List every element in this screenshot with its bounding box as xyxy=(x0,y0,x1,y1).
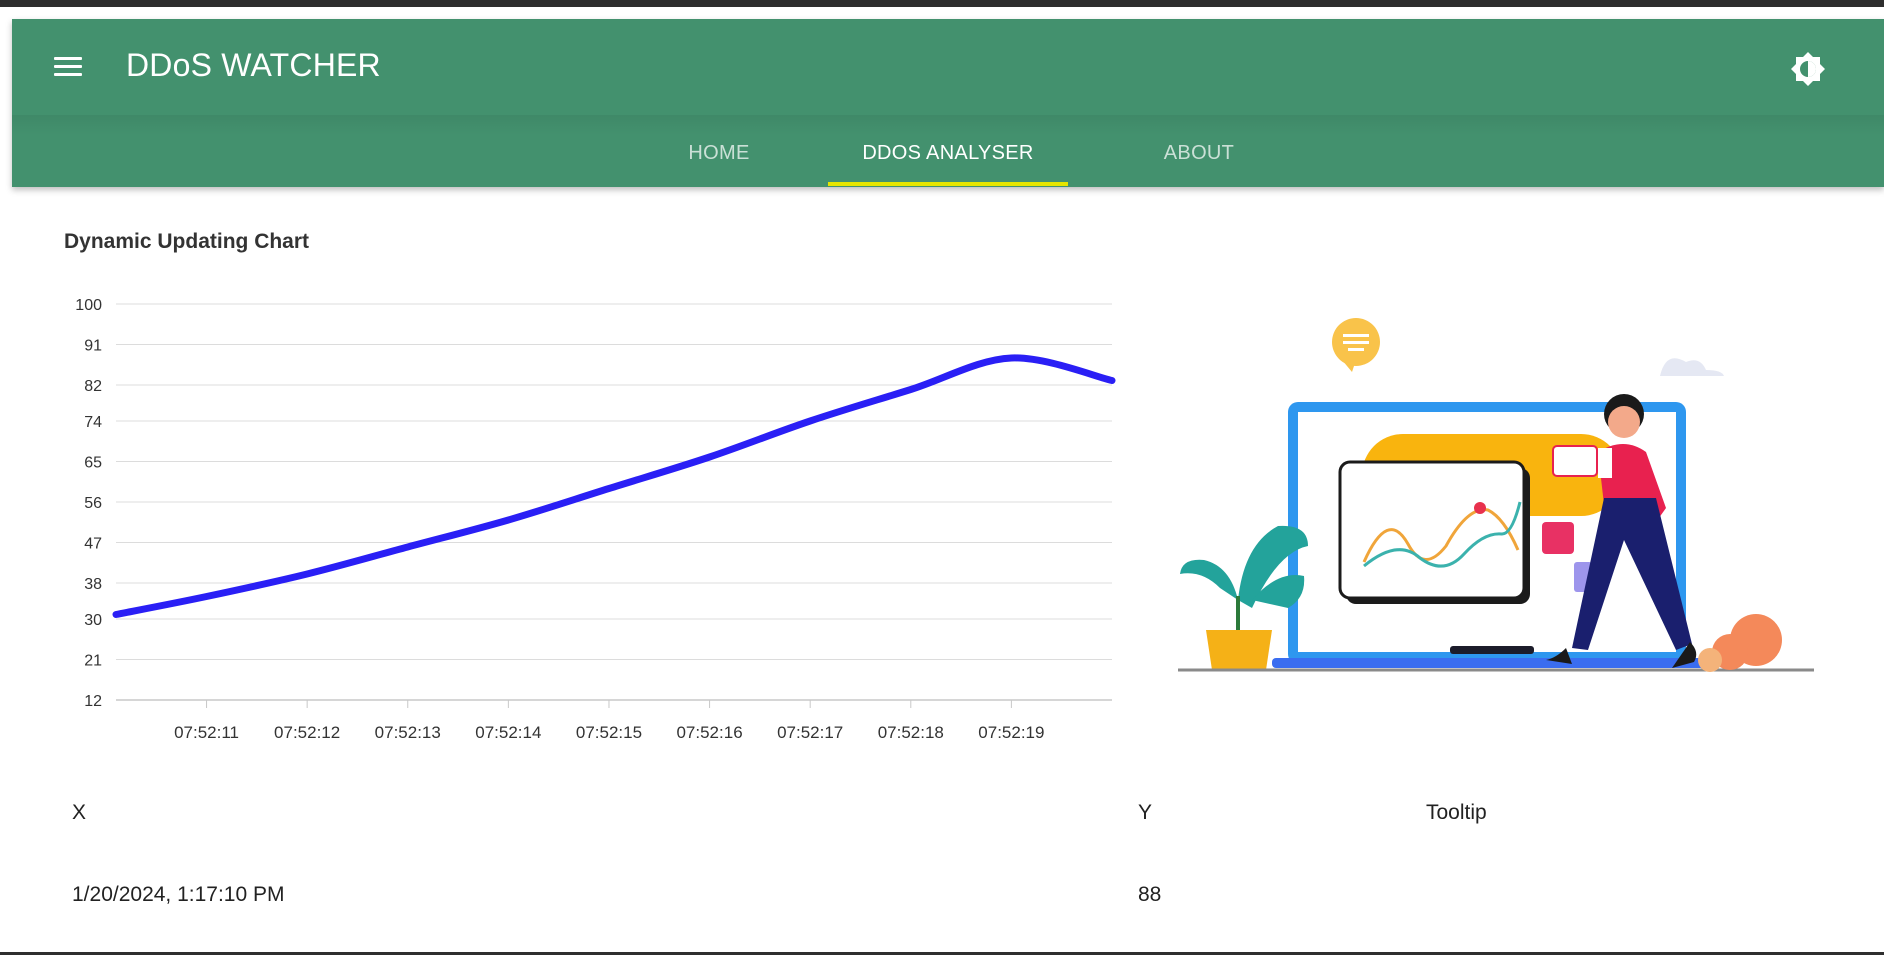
y-tick-label: 21 xyxy=(84,653,102,670)
x-tick-label: 07:52:13 xyxy=(375,723,441,742)
table-cell-x: 1/20/2024, 1:17:10 PM xyxy=(72,883,285,906)
table-header-y[interactable]: Y xyxy=(1138,801,1153,824)
x-tick-label: 07:52:16 xyxy=(676,723,742,742)
chart-title: Dynamic Updating Chart xyxy=(64,230,310,253)
app-title: DDoS WATCHER xyxy=(126,47,381,83)
x-tick-label: 07:52:17 xyxy=(777,723,843,742)
y-tick-label: 56 xyxy=(84,495,102,512)
brightness-icon[interactable] xyxy=(1788,49,1828,89)
x-tick-label: 07:52:11 xyxy=(174,723,239,742)
toolbar: DDoS WATCHER xyxy=(12,19,1884,115)
y-tick-label: 47 xyxy=(84,536,102,553)
y-tick-label: 74 xyxy=(84,414,102,431)
toolbar-divider xyxy=(12,115,1884,135)
tab-about[interactable]: ABOUT xyxy=(1163,142,1235,164)
tab-home[interactable]: HOME xyxy=(688,142,750,164)
active-tab-indicator xyxy=(828,182,1068,186)
table-header-x[interactable]: X xyxy=(72,801,87,824)
y-tick-label: 12 xyxy=(84,693,102,710)
nav-tabs: HOME DDOS ANALYSER ABOUT xyxy=(12,135,1884,187)
analytics-illustration xyxy=(1178,318,1814,672)
window-top-border xyxy=(0,0,1884,7)
window-bottom-border xyxy=(0,952,1884,955)
table-header-tooltip[interactable]: Tooltip xyxy=(1426,801,1487,824)
tab-ddos-analyser[interactable]: DDOS ANALYSER xyxy=(862,142,1034,164)
y-tick-label: 91 xyxy=(84,338,102,355)
x-tick-label: 07:52:12 xyxy=(274,723,340,742)
x-tick-label: 07:52:18 xyxy=(878,723,944,742)
series-line xyxy=(112,354,1116,618)
x-tick-label: 07:52:19 xyxy=(978,723,1044,742)
y-tick-label: 38 xyxy=(84,576,102,593)
hamburger-menu-icon[interactable] xyxy=(48,49,88,85)
x-tick-label: 07:52:14 xyxy=(475,723,541,742)
line-chart: 100 91 82 74 65 56 47 38 30 21 12 07:52:11 07:52:12 0… xyxy=(75,297,1116,742)
app-bar: DDoS WATCHER HOME DDOS ANALYSER ABOUT xyxy=(12,19,1884,187)
y-tick-label: 65 xyxy=(84,455,102,472)
y-tick-label: 100 xyxy=(75,297,102,314)
table-cell-y: 88 xyxy=(1138,883,1162,906)
y-tick-label: 82 xyxy=(84,378,102,395)
x-tick-label: 07:52:15 xyxy=(576,723,642,742)
y-tick-label: 30 xyxy=(84,612,102,629)
